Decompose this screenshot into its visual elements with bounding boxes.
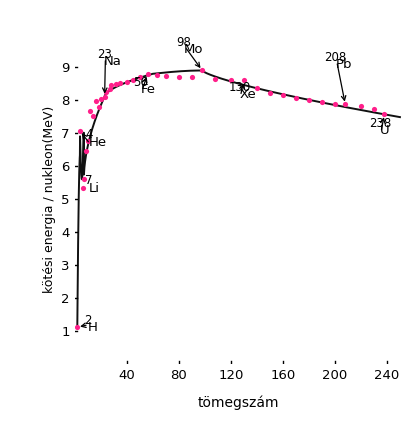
- Text: 56: 56: [133, 76, 148, 89]
- Point: [162, 73, 169, 80]
- Text: Li: Li: [89, 182, 100, 195]
- Point: [77, 128, 83, 134]
- Text: Xe: Xe: [239, 88, 256, 101]
- Point: [371, 105, 377, 112]
- Text: 4: 4: [85, 128, 93, 141]
- Point: [144, 71, 151, 77]
- Point: [305, 97, 312, 104]
- Text: 130: 130: [228, 80, 251, 94]
- Text: Na: Na: [104, 55, 122, 68]
- Point: [98, 96, 104, 103]
- Point: [74, 324, 81, 331]
- Point: [176, 73, 182, 80]
- Text: 208: 208: [325, 51, 347, 64]
- Point: [107, 86, 113, 93]
- Point: [101, 93, 108, 100]
- Point: [87, 107, 94, 114]
- Text: 238: 238: [369, 117, 391, 130]
- Point: [342, 101, 349, 108]
- Point: [188, 74, 195, 80]
- Point: [137, 74, 143, 81]
- Point: [123, 79, 130, 86]
- Text: Pb: Pb: [335, 58, 352, 71]
- Point: [154, 72, 160, 79]
- Y-axis label: kötési energia / nukleon(MeV): kötési energia / nukleon(MeV): [43, 105, 56, 293]
- Text: 98: 98: [176, 36, 191, 49]
- Point: [254, 84, 260, 91]
- Point: [113, 81, 120, 88]
- Text: U: U: [380, 124, 389, 137]
- Text: 23: 23: [97, 48, 112, 61]
- Text: 2: 2: [84, 314, 91, 327]
- Text: Fe: Fe: [141, 83, 156, 96]
- X-axis label: tömegszám: tömegszám: [198, 395, 279, 410]
- Point: [280, 92, 286, 98]
- Point: [130, 77, 137, 84]
- Point: [83, 148, 90, 155]
- Point: [79, 185, 86, 192]
- Text: 7: 7: [85, 175, 93, 187]
- Point: [90, 113, 96, 119]
- Point: [241, 77, 247, 84]
- Point: [108, 82, 115, 89]
- Point: [319, 99, 325, 106]
- Point: [92, 98, 99, 104]
- Point: [358, 103, 364, 110]
- Point: [212, 75, 219, 82]
- Point: [84, 138, 91, 145]
- Text: Mo: Mo: [183, 43, 203, 56]
- Point: [332, 101, 338, 107]
- Point: [81, 176, 87, 183]
- Text: He: He: [89, 136, 107, 149]
- Point: [381, 111, 388, 118]
- Point: [103, 88, 109, 95]
- Point: [266, 89, 273, 96]
- Point: [199, 67, 205, 74]
- Point: [117, 80, 124, 86]
- Point: [227, 77, 234, 83]
- Point: [96, 104, 103, 111]
- Text: H: H: [88, 321, 98, 334]
- Point: [293, 95, 299, 101]
